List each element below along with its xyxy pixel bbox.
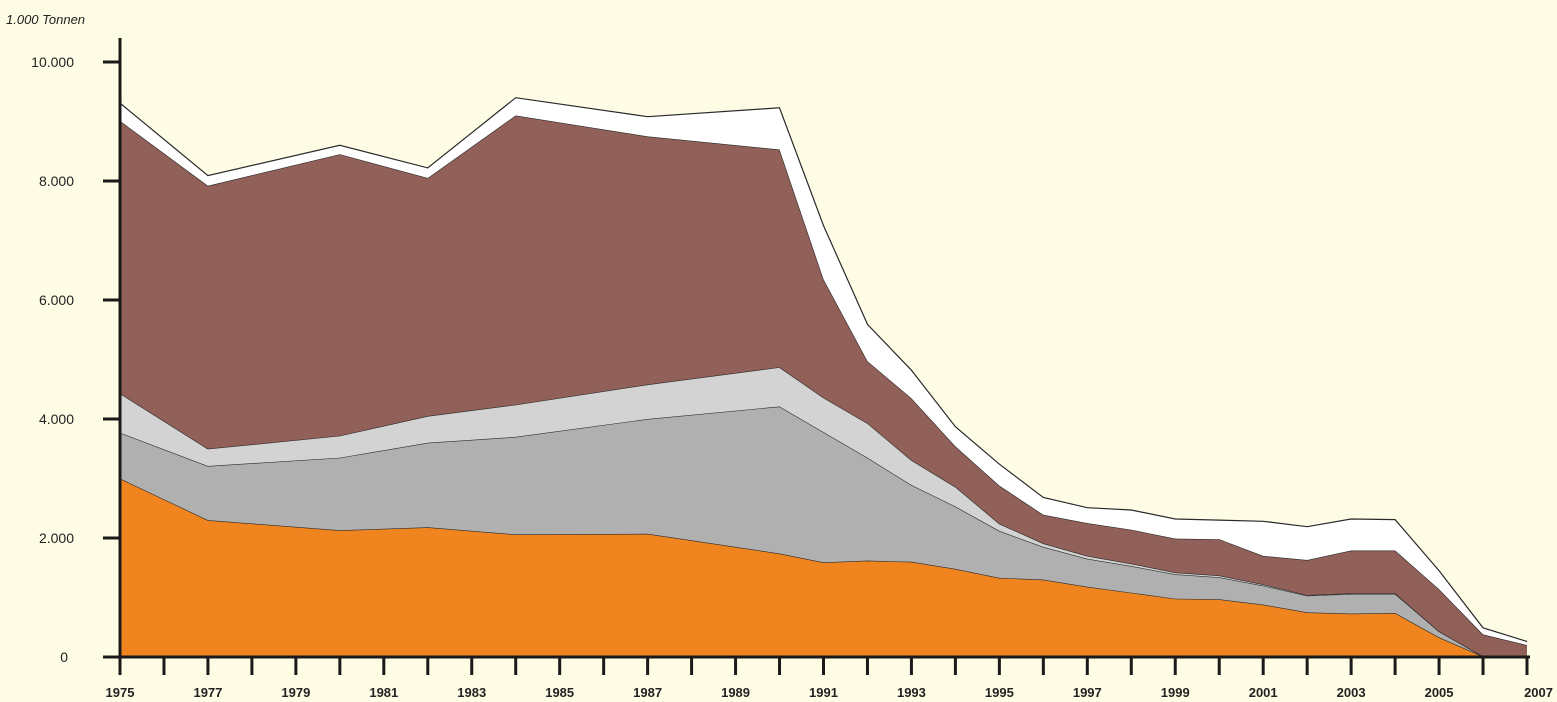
x-tick-label: 1999	[1161, 685, 1190, 700]
y-tick-label: 6.000	[39, 292, 74, 308]
x-tick-label: 1975	[106, 685, 135, 700]
area-series-3	[120, 367, 1527, 657]
y-tick-label: 10.000	[31, 54, 74, 70]
y-tick-label: 0	[60, 649, 68, 665]
x-tick-label: 1989	[721, 685, 750, 700]
y-axis-unit-label: 1.000 Tonnen	[6, 12, 85, 27]
x-tick-label: 1977	[193, 685, 222, 700]
x-tick-label: 1983	[457, 685, 486, 700]
x-tick-label: 1985	[545, 685, 574, 700]
x-tick-label: 2007	[1524, 685, 1553, 700]
x-tick-label: 1981	[369, 685, 398, 700]
y-tick-label: 2.000	[39, 530, 74, 546]
x-tick-label: 2005	[1425, 685, 1454, 700]
x-tick-label: 1995	[985, 685, 1014, 700]
y-ticks-group: 0 2.000 4.000 6.000 8.000 10.000	[31, 54, 120, 665]
x-tick-label: 1991	[809, 685, 838, 700]
x-tick-label: 1987	[633, 685, 662, 700]
x-ticks-group: 1975 1977 1979 1981 1983 1985 1987 1989 1991 1993…	[106, 657, 1553, 700]
x-tick-label: 1997	[1073, 685, 1102, 700]
area-series-1	[120, 478, 1527, 657]
x-tick-label: 1993	[897, 685, 926, 700]
area-series-2	[120, 406, 1527, 657]
area-series-5-outline	[119, 97, 1528, 643]
x-tick-label: 2001	[1249, 685, 1278, 700]
y-tick-label: 8.000	[39, 173, 74, 189]
y-tick-label: 4.000	[39, 411, 74, 427]
x-tick-label: 2003	[1337, 685, 1366, 700]
area-series-4	[120, 115, 1527, 657]
x-tick-label: 1979	[281, 685, 310, 700]
area-series-group	[119, 97, 1528, 658]
